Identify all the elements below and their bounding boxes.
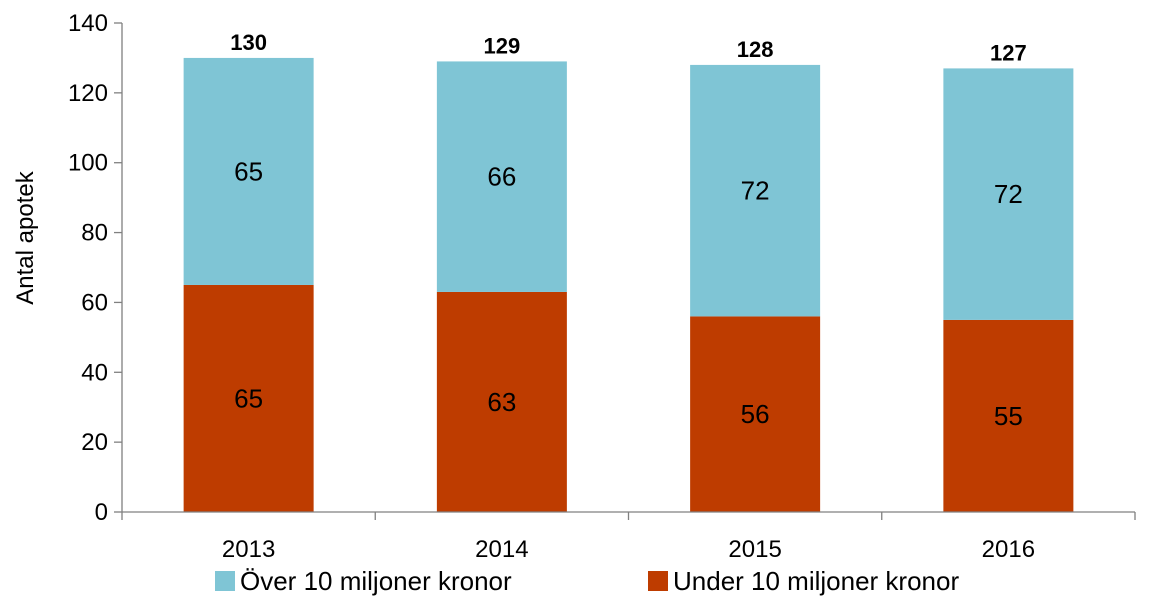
data-label: 55 (994, 401, 1023, 431)
legend: Över 10 miljoner kronor Under 10 miljoner… (215, 566, 959, 596)
y-tick-label: 100 (68, 150, 108, 177)
bar-segment-under-2016 (943, 319, 1074, 512)
total-label: 127 (990, 40, 1027, 65)
legend-label: Under 10 miljoner kronor (673, 566, 959, 596)
total-label: 128 (737, 37, 774, 62)
data-label: 72 (741, 176, 770, 206)
axes-layer: 0 20 40 60 80 100 120 140 2013 2014 2015 2016 (68, 10, 1136, 563)
y-tick-label: 80 (81, 220, 108, 247)
labels-layer: 65 65 130 63 66 129 56 72 128 55 72 127 (230, 30, 1026, 431)
y-tick-label: 60 (81, 289, 108, 316)
bar-segment-over-2015 (690, 64, 821, 317)
total-label: 129 (484, 33, 521, 58)
data-label: 65 (234, 383, 263, 413)
data-label: 72 (994, 179, 1023, 209)
x-tick-label: 2015 (728, 536, 781, 563)
data-label: 65 (234, 156, 263, 186)
x-tick-label: 2014 (475, 536, 528, 563)
y-tick-label: 120 (68, 80, 108, 107)
y-tick-label: 140 (68, 10, 108, 37)
x-tick-label: 2016 (982, 536, 1035, 563)
data-label: 63 (487, 387, 516, 417)
bar-segment-under-2014 (436, 291, 567, 512)
bar-segment-under-2015 (690, 316, 821, 512)
y-tick-label: 0 (95, 499, 108, 526)
bar-segment-over-2013 (183, 57, 314, 285)
bars-layer (183, 57, 1074, 512)
y-tick-label: 20 (81, 429, 108, 456)
legend-swatch (215, 571, 235, 591)
legend-swatch (648, 571, 668, 591)
y-axis-title: Antal apotek (12, 170, 39, 304)
bar-segment-over-2016 (943, 68, 1074, 320)
y-tick-label: 40 (81, 359, 108, 386)
bar-segment-under-2013 (183, 284, 314, 512)
x-tick-label: 2013 (222, 536, 275, 563)
total-label: 130 (230, 30, 267, 55)
bar-segment-over-2014 (436, 61, 567, 292)
data-label: 66 (487, 162, 516, 192)
legend-label: Över 10 miljoner kronor (240, 566, 512, 596)
data-label: 56 (741, 399, 770, 429)
